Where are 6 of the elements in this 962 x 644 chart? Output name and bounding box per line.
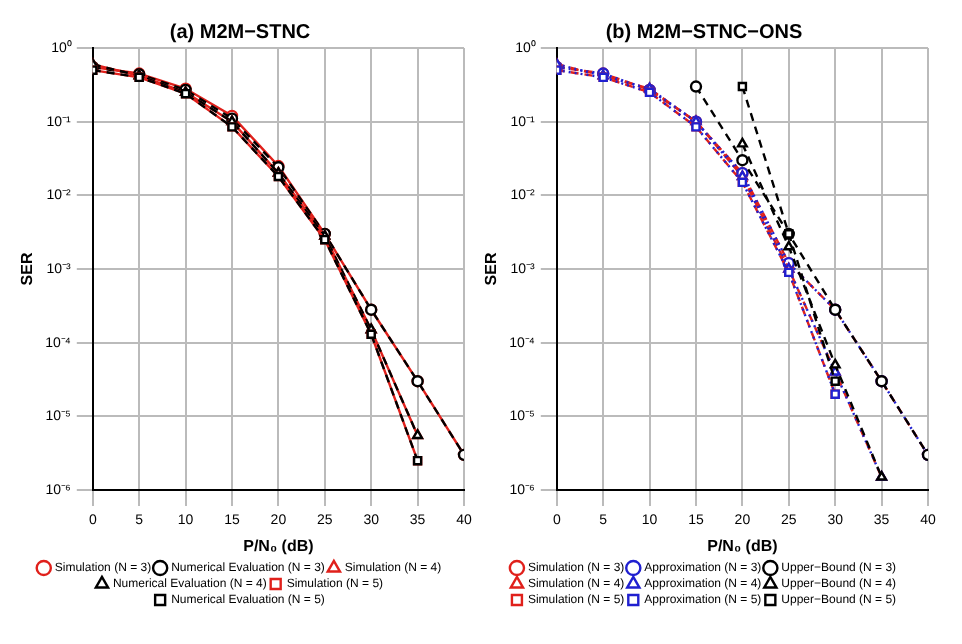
- y-axis-title: SER: [18, 252, 37, 286]
- x-axis-title: P/N₀ (dB): [243, 536, 315, 555]
- chart-title: (b) M2M−STNC−ONS: [605, 21, 803, 44]
- x-axis-title: P/N₀ (dB): [707, 536, 779, 555]
- y-axis-title: SER: [482, 252, 501, 286]
- chart-title: (a) M2M−STNC: [169, 21, 311, 44]
